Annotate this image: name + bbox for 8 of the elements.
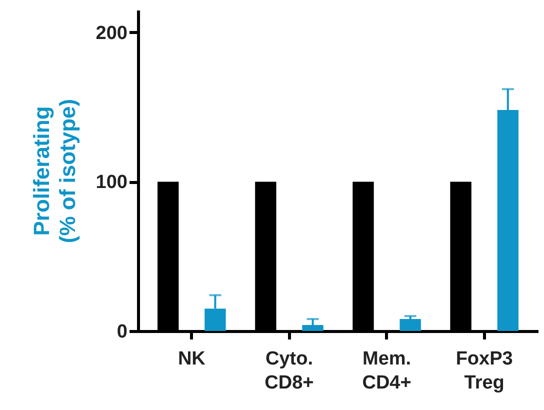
x-tick-label: Mem. CD4+	[362, 348, 412, 394]
y-tick-label: 0	[116, 322, 128, 342]
y-axis-title: Proliferating (% of isotype)	[28, 98, 80, 244]
y-tick-label: 200	[96, 22, 128, 44]
x-tick-label: Cyto. CD8+	[264, 348, 314, 394]
x-tick-label: NK	[178, 348, 206, 370]
y-tick-label: 100	[96, 172, 128, 194]
x-tick-label: FoxP3 Treg	[456, 348, 513, 394]
